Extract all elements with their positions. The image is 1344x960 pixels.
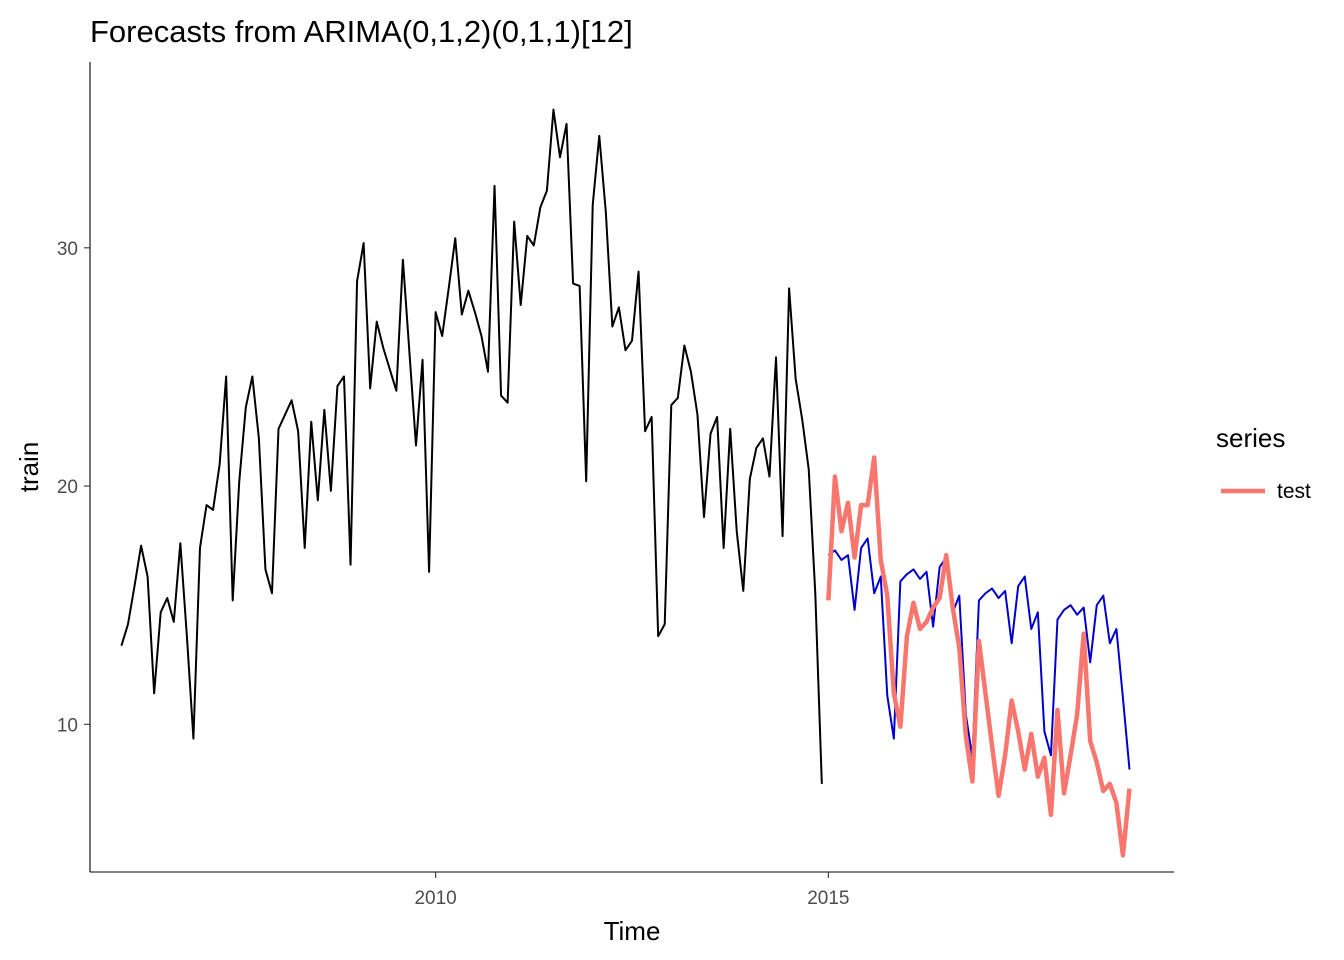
plot-area: 2010 2015 10 20 30	[57, 62, 1174, 909]
legend-label: test	[1277, 480, 1311, 503]
legend-entries: test	[1221, 480, 1311, 503]
x-tick-label: 2015	[807, 888, 849, 909]
x-axis-title: Time	[604, 916, 661, 946]
y-tick-label: 20	[57, 477, 78, 498]
y-axis-title: train	[14, 442, 44, 493]
legend-title: series	[1216, 423, 1285, 453]
series-line-train	[120, 108, 823, 784]
x-tick-label: 2010	[414, 888, 456, 909]
y-tick-label: 10	[57, 715, 78, 736]
y-tick-label: 30	[57, 239, 78, 260]
y-axis-ticks: 10 20 30	[57, 239, 90, 736]
legend: series test	[1216, 423, 1311, 503]
chart-title: Forecasts from ARIMA(0,1,2)(0,1,1)[12]	[90, 14, 633, 49]
series-line-test	[826, 455, 1132, 858]
series-line-forecast	[827, 537, 1131, 770]
x-axis-ticks: 2010 2015	[414, 872, 850, 909]
series-layer	[120, 108, 1132, 858]
